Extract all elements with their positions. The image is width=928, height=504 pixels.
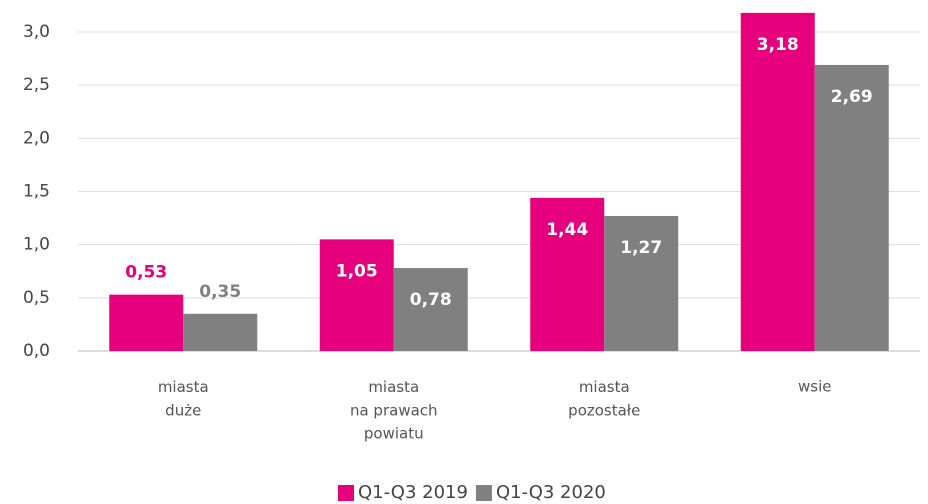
bar: [740, 12, 815, 352]
bar: [183, 313, 258, 351]
data-label: 3,18: [757, 35, 799, 55]
data-label: 1,05: [336, 261, 378, 281]
data-label: 1,44: [546, 220, 588, 240]
y-tick-label: 2,0: [23, 128, 50, 148]
y-tick-label: 3,0: [23, 22, 50, 42]
x-tick-label: miasta duże: [158, 378, 209, 419]
data-label: 1,27: [620, 238, 662, 258]
bar: [393, 268, 468, 351]
x-tick-label: miasta pozostałe: [568, 378, 640, 419]
legend-swatch: [475, 485, 492, 501]
x-tick-label: miasta na prawach powiatu: [350, 378, 438, 443]
y-tick-label: 0,0: [23, 341, 50, 361]
y-tick-label: 2,5: [23, 75, 50, 95]
data-label: 0,35: [199, 282, 241, 302]
x-tick-label: wsie: [798, 378, 831, 396]
y-tick-label: 1,0: [23, 235, 50, 255]
y-tick-label: 0,5: [23, 288, 50, 308]
data-label: 0,53: [125, 263, 167, 283]
bar: [814, 64, 889, 352]
y-tick-label: 1,5: [23, 182, 50, 202]
legend-label: Q1-Q3 2019: [358, 482, 468, 503]
bar: [109, 294, 184, 351]
legend-label: Q1-Q3 2020: [496, 482, 606, 503]
bar: [530, 197, 605, 351]
bar: [319, 239, 394, 351]
data-label: 0,78: [410, 290, 452, 310]
bar: [604, 215, 679, 351]
data-label: 2,69: [831, 87, 873, 107]
legend-swatch: [338, 485, 354, 501]
